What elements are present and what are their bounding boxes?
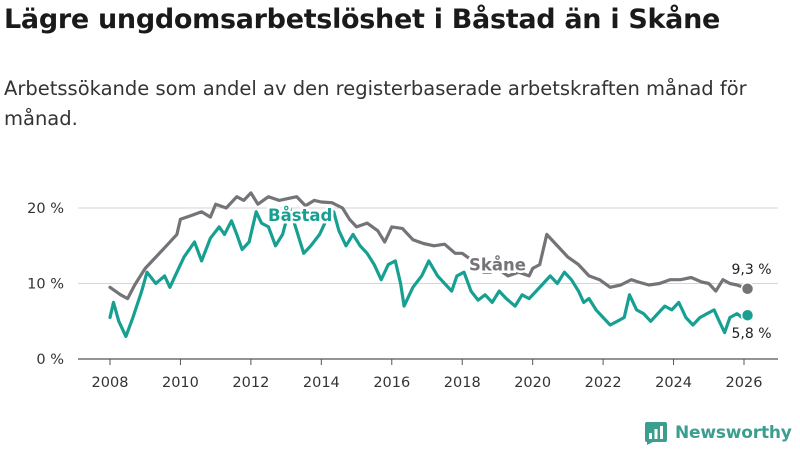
x-tick-label: 2012 [232,375,269,391]
series-end-value-label: 5,8 % [732,326,772,342]
y-tick-label: 20 % [27,201,64,217]
x-tick-label: 2014 [303,375,340,391]
series-end-dot [740,308,755,322]
x-tick-label: 2024 [655,375,692,391]
series-line-bstad [108,206,750,338]
y-tick-label: 0 % [36,352,64,368]
x-tick-label: 2018 [444,375,481,391]
series-line-skne [108,191,750,301]
chart-title: Lägre ungdomsarbetslöshet i Båstad än i … [4,4,721,35]
x-tick-label: 2016 [373,375,410,391]
chart-subtitle: Arbetssökande som andel av den registerb… [4,77,747,130]
series-name-label: Båstad [268,206,332,225]
series-name-label: Skåne [469,256,526,275]
y-tick-label: 10 % [27,277,64,293]
brand-name: Newsworthy [675,423,792,443]
x-tick-label: 2022 [585,375,622,391]
x-tick-label: 2008 [92,375,129,391]
x-tick-label: 2010 [162,375,199,391]
newsworthy-logo-icon [645,422,667,445]
x-tick-label: 2020 [514,375,551,391]
x-tick-label: 2026 [726,375,763,391]
series-end-value-label: 9,3 % [732,262,772,278]
series-end-dot [740,282,755,296]
brand-logo: Newsworthy [644,419,792,447]
